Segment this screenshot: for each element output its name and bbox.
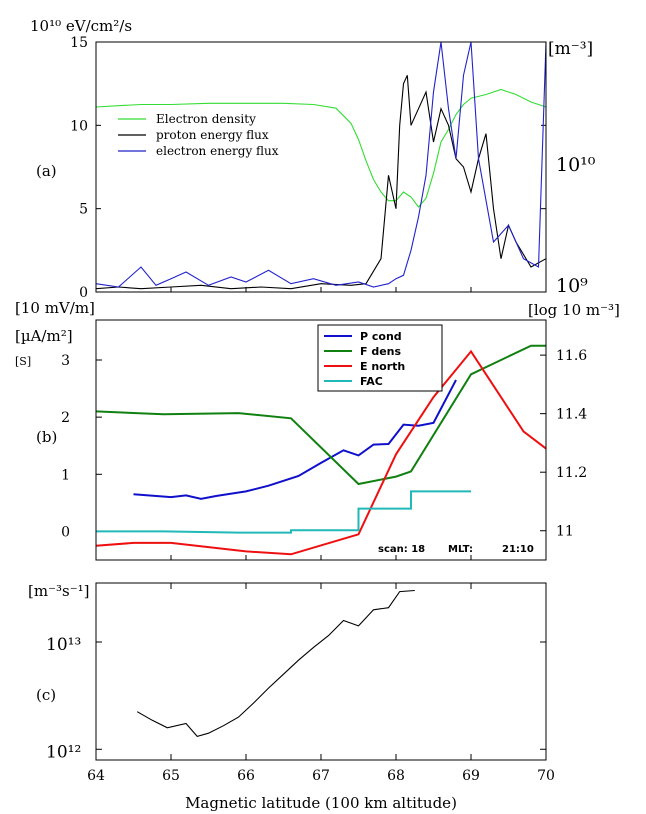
- right-tick-label: 10¹⁰: [556, 154, 596, 176]
- legend-label: E north: [360, 360, 405, 373]
- panel-b-mlt-annotation: MLT:: [448, 544, 473, 555]
- panel-b-unit-conductance: [S]: [15, 355, 31, 368]
- panel-b-unit-field: [10 mV/m]: [15, 299, 95, 317]
- panel-b: [10 mV/m] [µA/m²] [S] [log 10 m⁻³] (b) 0…: [15, 299, 620, 561]
- legend-label: proton energy flux: [156, 128, 269, 142]
- x-tick-label: 65: [162, 768, 180, 784]
- x-tick-label: 68: [387, 768, 405, 784]
- y-tick-label: 10¹³: [46, 635, 81, 655]
- panel-c-ticks: 10¹² 10¹³: [46, 635, 546, 762]
- panel-b-legend: P cond F dens E north FAC: [317, 324, 443, 392]
- right-tick-label: 10⁹: [556, 275, 588, 297]
- panel-a-left-unit: 10¹⁰ eV/cm²/s: [30, 17, 132, 35]
- right-tick-label: 11.2: [556, 465, 587, 481]
- x-tick-label: 66: [237, 768, 255, 784]
- right-tick-label: 11.4: [556, 407, 587, 423]
- x-tick-label: 64: [87, 768, 105, 784]
- panel-a-frame: [95, 41, 547, 293]
- panel-c-unit: [m⁻³s⁻¹]: [28, 582, 90, 600]
- panel-a-left-ticks: 0 5 10 15: [70, 35, 547, 301]
- panel-a-series: [95, 41, 547, 290]
- panel-b-label: (b): [36, 428, 57, 446]
- panel-a-label: (a): [36, 162, 57, 180]
- y-tick-label: 0: [79, 285, 88, 301]
- panel-a: 10¹⁰ eV/cm²/s [m⁻³] (a) 0 5 10 15 10⁹ 10¹⁰ E…: [30, 17, 596, 301]
- panel-b-mlt-value: 21:10: [502, 544, 534, 555]
- panel-c-x-ticks: 64 65 66 67 68 69 70: [87, 583, 555, 784]
- legend-label: F dens: [360, 345, 402, 358]
- panel-a-legend: Electron density proton energy flux electr…: [118, 112, 279, 158]
- x-axis-title: Magnetic latitude (100 km altitude): [185, 794, 457, 812]
- y-tick-label: 5: [79, 202, 88, 218]
- series-f-dens-line: [95, 344, 546, 486]
- panel-b-unit-current: [µA/m²]: [15, 327, 73, 345]
- panel-b-left-ticks: 0 1 2 3: [61, 353, 547, 560]
- y-tick-label: 10¹²: [46, 742, 81, 762]
- series-production-rate-line: [136, 589, 415, 738]
- x-tick-label: 67: [312, 768, 330, 784]
- panel-a-right-ticks: 10⁹ 10¹⁰: [556, 154, 596, 297]
- legend-label: FAC: [360, 375, 383, 388]
- y-tick-label: 3: [61, 353, 70, 369]
- legend-label: P cond: [360, 330, 402, 343]
- legend-label: electron energy flux: [156, 144, 279, 158]
- x-tick-label: 69: [462, 768, 480, 784]
- y-tick-label: 10: [70, 118, 88, 134]
- y-tick-label: 2: [61, 410, 70, 426]
- panel-c-frame: [95, 582, 547, 761]
- legend-label: Electron density: [156, 112, 256, 126]
- x-tick-label: 70: [537, 768, 555, 784]
- panel-b-series: [95, 344, 547, 556]
- y-tick-label: 15: [70, 35, 88, 51]
- right-tick-label: 11: [556, 524, 574, 540]
- series-fac-line: [96, 490, 471, 534]
- y-tick-label: 0: [61, 524, 70, 540]
- series-proton-energy-flux-line: [95, 75, 547, 290]
- series-p-cond-line: [133, 379, 457, 500]
- panel-b-right-unit: [log 10 m⁻³]: [528, 301, 620, 319]
- y-tick-label: 1: [61, 467, 70, 483]
- right-tick-label: 11.6: [556, 348, 587, 364]
- panel-b-right-ticks: 11 11.2 11.4 11.6: [540, 348, 587, 540]
- series-electron-energy-flux-line: [95, 41, 547, 288]
- panel-b-scan-annotation: scan: 18: [378, 544, 425, 555]
- panel-b-frame: [95, 319, 547, 561]
- panel-a-right-unit: [m⁻³]: [548, 39, 593, 59]
- series-e-north-line: [95, 349, 547, 556]
- panel-c: [m⁻³s⁻¹] (c) 10¹² 10¹³ 64 65 66 67 68 69 70 Mag…: [28, 582, 555, 812]
- panel-c-series: [136, 589, 415, 738]
- panel-c-label: (c): [36, 686, 56, 704]
